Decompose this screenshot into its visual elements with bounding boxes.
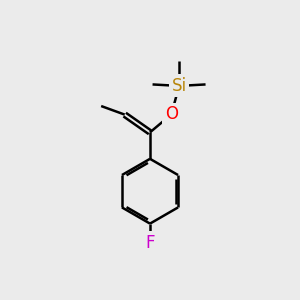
Text: Si: Si (172, 77, 187, 95)
Text: F: F (145, 234, 155, 252)
Text: O: O (165, 105, 178, 123)
